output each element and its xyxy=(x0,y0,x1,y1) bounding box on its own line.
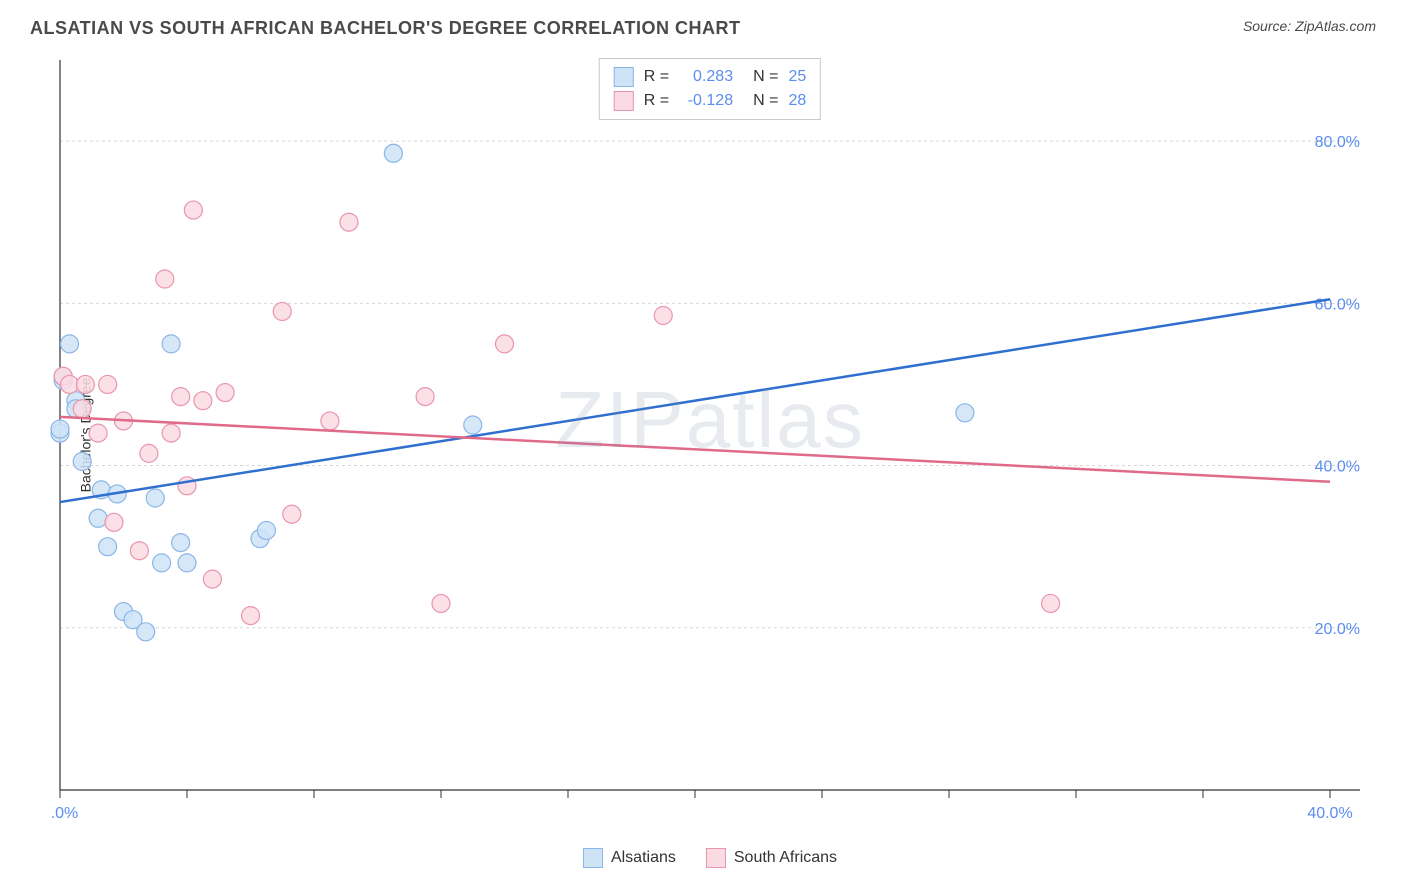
correlation-legend: R = 0.283 N = 25 R = -0.128 N = 28 xyxy=(599,58,821,120)
legend-item-southafricans: South Africans xyxy=(706,848,837,868)
header: ALSATIAN VS SOUTH AFRICAN BACHELOR'S DEG… xyxy=(0,0,1406,47)
scatter-plot: 20.0% 40.0% 60.0% 80.0% 0.0% 40.0% xyxy=(50,50,1370,820)
legend-label-southafricans: South Africans xyxy=(734,849,837,867)
series-legend: Alsatians South Africans xyxy=(583,848,837,868)
legend-swatch-alsatians xyxy=(614,67,634,87)
legend-n-prefix: N = xyxy=(753,68,778,86)
legend-r-prefix: R = xyxy=(644,92,669,110)
legend-n-prefix: N = xyxy=(753,92,778,110)
chart-area: Bachelor's Degree 20.0%40.0%60.0%80.0%0.… xyxy=(50,50,1370,820)
legend-swatch-southafricans xyxy=(614,91,634,111)
legend-r-prefix: R = xyxy=(644,68,669,86)
svg-text:80.0%: 80.0% xyxy=(1315,134,1360,151)
legend-row-alsatians: R = 0.283 N = 25 xyxy=(614,65,806,89)
svg-text:0.0%: 0.0% xyxy=(50,805,78,820)
chart-title: ALSATIAN VS SOUTH AFRICAN BACHELOR'S DEG… xyxy=(30,18,740,39)
legend-swatch-alsatians xyxy=(583,848,603,868)
source-attribution: Source: ZipAtlas.com xyxy=(1243,18,1376,34)
legend-n-value-alsatians: 25 xyxy=(788,68,806,86)
svg-text:40.0%: 40.0% xyxy=(1315,459,1360,476)
legend-n-value-southafricans: 28 xyxy=(788,92,806,110)
legend-row-southafricans: R = -0.128 N = 28 xyxy=(614,89,806,113)
svg-text:20.0%: 20.0% xyxy=(1315,621,1360,638)
legend-swatch-southafricans xyxy=(706,848,726,868)
legend-label-alsatians: Alsatians xyxy=(611,849,676,867)
legend-r-value-alsatians: 0.283 xyxy=(679,68,733,86)
legend-item-alsatians: Alsatians xyxy=(583,848,676,868)
svg-text:40.0%: 40.0% xyxy=(1307,805,1352,820)
legend-r-value-southafricans: -0.128 xyxy=(679,92,733,110)
svg-text:60.0%: 60.0% xyxy=(1315,296,1360,313)
